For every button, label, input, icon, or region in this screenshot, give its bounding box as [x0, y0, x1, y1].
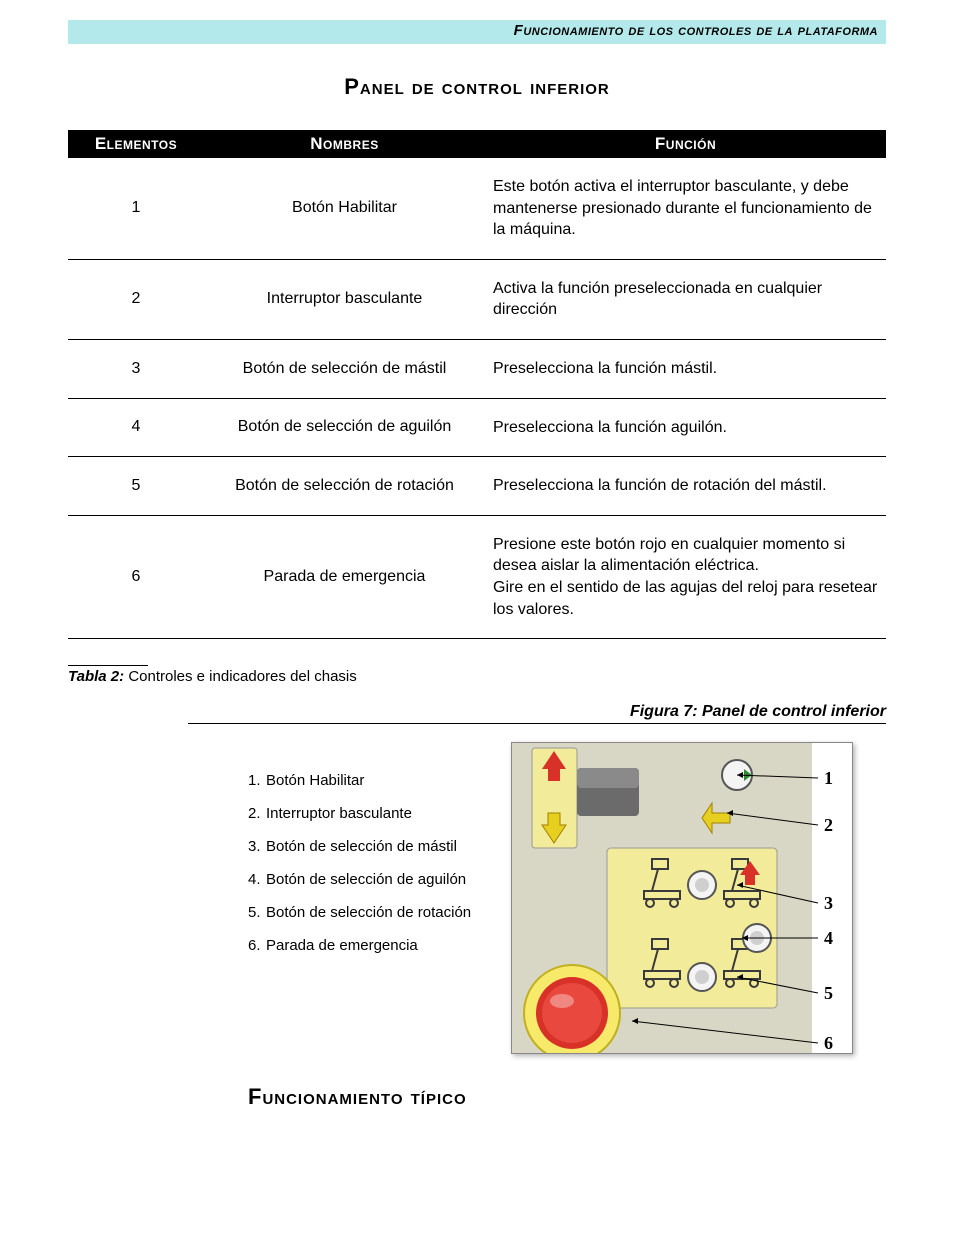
legend-num: 1.	[248, 772, 266, 789]
svg-text:3: 3	[824, 893, 833, 913]
table-row: 2Interruptor basculanteActiva la función…	[68, 259, 886, 339]
caption-label: Tabla 2:	[68, 668, 124, 685]
cell-nm: Botón de selección de rotación	[204, 457, 485, 516]
cell-nm: Botón de selección de mástil	[204, 339, 485, 398]
page: Funcionamiento de los controles de la pl…	[0, 0, 954, 1235]
control-panel-figure: 1 2 3 4 5 6	[511, 742, 853, 1054]
caption-rule	[68, 665, 148, 666]
table-row: 5Botón de selección de rotaciónPreselecc…	[68, 457, 886, 516]
figure-caption-bar: Figura 7: Panel de control inferior	[188, 703, 886, 724]
table-row: 3Botón de selección de mástilPreseleccio…	[68, 339, 886, 398]
section-title-panel: Panel de control inferior	[68, 74, 886, 100]
legend-num: 6.	[248, 937, 266, 954]
figure-caption: Figura 7: Panel de control inferior	[630, 703, 886, 720]
caption-text: Controles e indicadores del chasis	[128, 668, 356, 685]
cell-el: 2	[68, 259, 204, 339]
table-row: 6Parada de emergenciaPresione este botón…	[68, 515, 886, 638]
th-nm: Nombres	[204, 130, 485, 158]
svg-text:5: 5	[824, 983, 833, 1003]
legend-item: 6.Parada de emergencia	[248, 937, 471, 954]
svg-text:2: 2	[824, 815, 833, 835]
cell-fn: Este botón activa el interruptor bascula…	[485, 158, 886, 259]
cell-fn: Preselecciona la función mástil.	[485, 339, 886, 398]
figure-legend: 1.Botón Habilitar2.Interruptor basculant…	[248, 772, 471, 970]
cell-el: 6	[68, 515, 204, 638]
legend-item: 5.Botón de selección de rotación	[248, 904, 471, 921]
legend-item: 4.Botón de selección de aguilón	[248, 871, 471, 888]
legend-num: 2.	[248, 805, 266, 822]
legend-text: Botón de selección de aguilón	[266, 871, 466, 888]
legend-text: Parada de emergencia	[266, 937, 418, 954]
cell-fn: Presione este botón rojo en cualquier mo…	[485, 515, 886, 638]
panel-svg: 1 2 3 4 5 6	[512, 743, 852, 1053]
th-el: Elementos	[68, 130, 204, 158]
legend-item: 3.Botón de selección de mástil	[248, 838, 471, 855]
controls-table: Elementos Nombres Función 1Botón Habilit…	[68, 130, 886, 639]
legend-num: 3.	[248, 838, 266, 855]
svg-text:1: 1	[824, 768, 833, 788]
th-fn: Función	[485, 130, 886, 158]
figure-area: 1.Botón Habilitar2.Interruptor basculant…	[248, 742, 886, 1054]
legend-text: Botón de selección de mástil	[266, 838, 457, 855]
legend-item: 1.Botón Habilitar	[248, 772, 471, 789]
cell-fn: Preselecciona la función de rotación del…	[485, 457, 886, 516]
table-row: 1Botón HabilitarEste botón activa el int…	[68, 158, 886, 259]
svg-text:6: 6	[824, 1033, 833, 1053]
table-caption: Tabla 2: Controles e indicadores del cha…	[68, 668, 886, 685]
svg-text:4: 4	[824, 928, 833, 948]
legend-text: Interruptor basculante	[266, 805, 412, 822]
legend-num: 5.	[248, 904, 266, 921]
running-header: Funcionamiento de los controles de la pl…	[514, 22, 878, 39]
cell-nm: Botón Habilitar	[204, 158, 485, 259]
cell-fn: Preselecciona la función aguilón.	[485, 398, 886, 457]
table-row: 4Botón de selección de aguilónPreselecci…	[68, 398, 886, 457]
legend-text: Botón de selección de rotación	[266, 904, 471, 921]
cell-el: 5	[68, 457, 204, 516]
cell-nm: Interruptor basculante	[204, 259, 485, 339]
cell-el: 4	[68, 398, 204, 457]
cell-nm: Botón de selección de aguilón	[204, 398, 485, 457]
header-band: Funcionamiento de los controles de la pl…	[68, 20, 886, 44]
cell-el: 3	[68, 339, 204, 398]
section-title-typical: Funcionamiento típico	[248, 1084, 886, 1110]
legend-num: 4.	[248, 871, 266, 888]
legend-text: Botón Habilitar	[266, 772, 364, 789]
cell-fn: Activa la función preseleccionada en cua…	[485, 259, 886, 339]
cell-nm: Parada de emergencia	[204, 515, 485, 638]
legend-item: 2.Interruptor basculante	[248, 805, 471, 822]
cell-el: 1	[68, 158, 204, 259]
